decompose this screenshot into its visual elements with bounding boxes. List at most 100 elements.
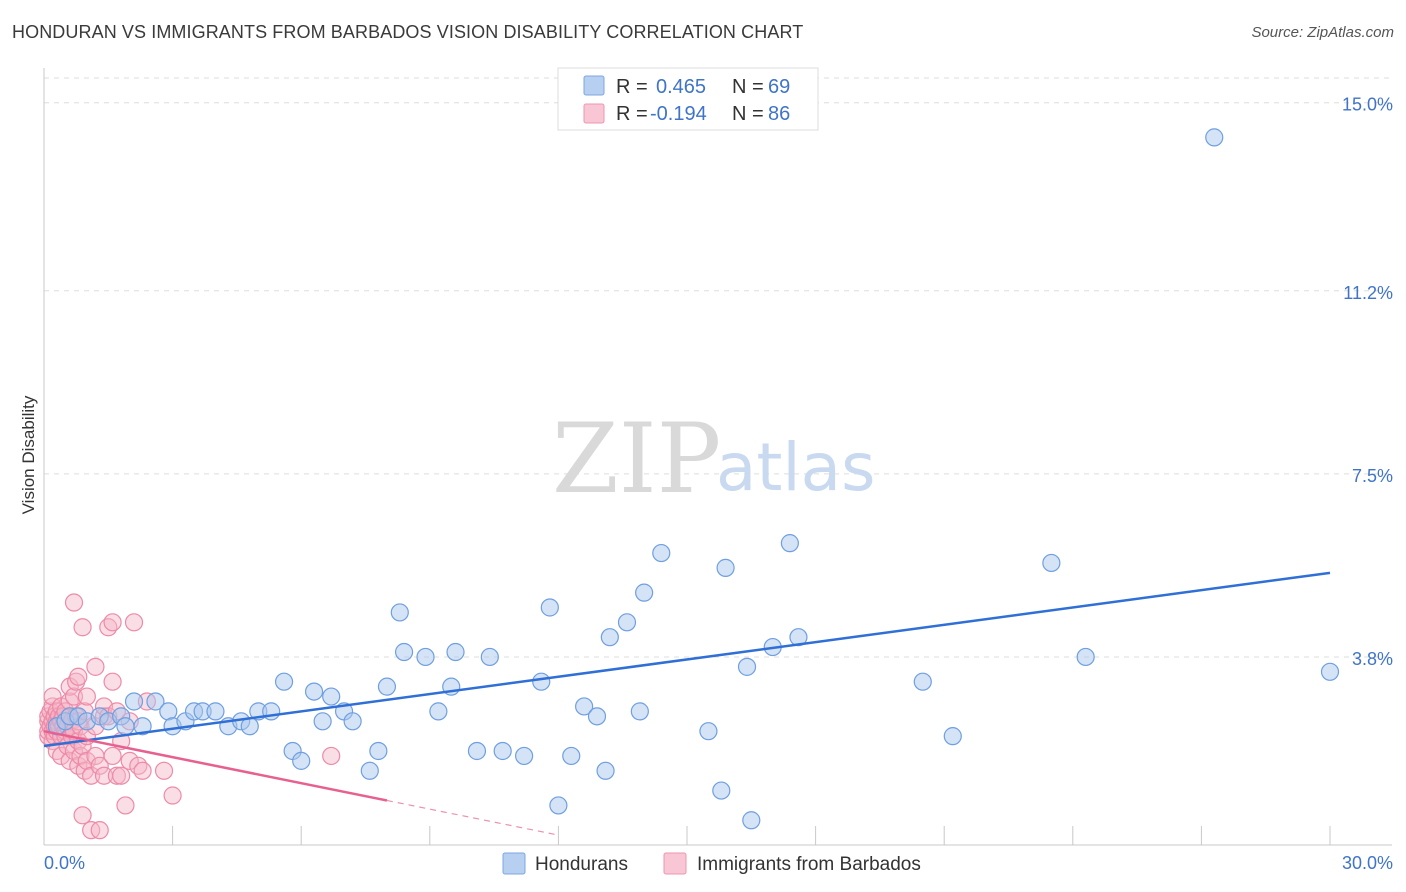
- bottom-legend-swatch-hondurans: [502, 852, 526, 875]
- honduran-point: [1205, 128, 1224, 147]
- honduran-points: [47, 128, 1340, 830]
- honduran-point: [1320, 662, 1340, 681]
- honduran-point: [699, 722, 718, 741]
- honduran-point: [304, 682, 324, 701]
- bottom-legend-label-hondurans: Hondurans: [535, 854, 628, 875]
- y-tick-label: 15.0%: [1342, 95, 1393, 115]
- barbados-point: [124, 613, 144, 632]
- honduran-point: [377, 677, 397, 696]
- y-axis-label: Vision Disability: [19, 395, 38, 514]
- barbados-trend-extension: [386, 799, 559, 836]
- honduran-point: [515, 746, 534, 766]
- barbados-point: [154, 761, 174, 780]
- honduran-point: [742, 811, 761, 830]
- watermark-zip: ZIP: [552, 403, 721, 515]
- legend-n-value-1: 69: [768, 76, 790, 98]
- honduran-point: [390, 603, 409, 622]
- barbados-point: [73, 618, 92, 637]
- barbados-point: [322, 746, 341, 766]
- watermark-atlas: atlas: [716, 429, 876, 506]
- honduran-point: [716, 558, 735, 577]
- honduran-point: [1042, 553, 1061, 573]
- honduran-point: [635, 583, 654, 602]
- barbados-trend-line: [43, 729, 388, 802]
- honduran-point: [600, 628, 619, 647]
- honduran-point: [1076, 647, 1095, 667]
- barbados-point: [112, 766, 131, 785]
- honduran-point: [313, 712, 332, 731]
- honduran-point: [630, 702, 649, 721]
- barbados-point: [77, 687, 96, 706]
- axes: [43, 68, 1392, 846]
- tick-labels: 3.8% 7.5% 11.2% 15.0% 0.0% 30.0%: [44, 95, 1393, 873]
- barbados-point: [69, 667, 88, 686]
- honduran-trend-line: [43, 571, 1331, 748]
- honduran-point: [549, 796, 568, 815]
- legend-n-label-1: N =: [732, 76, 764, 98]
- trend-lines: [43, 571, 1331, 836]
- honduran-point: [587, 707, 607, 726]
- honduran-point: [913, 672, 932, 691]
- honduran-point: [943, 727, 962, 746]
- bottom-legend-label-barbados: Immigrants from Barbados: [697, 854, 921, 875]
- honduran-point: [360, 761, 379, 780]
- honduran-point: [562, 746, 581, 766]
- bottom-legend: Hondurans Immigrants from Barbados: [502, 852, 921, 875]
- barbados-point: [107, 766, 126, 785]
- legend-n-label-2: N =: [732, 103, 764, 125]
- honduran-point: [480, 647, 499, 667]
- honduran-point: [652, 543, 671, 563]
- y-tick-label: 7.5%: [1352, 466, 1393, 486]
- x-tick-label: 0.0%: [44, 853, 85, 873]
- honduran-point: [540, 598, 559, 617]
- honduran-point: [532, 672, 551, 691]
- honduran-point: [369, 741, 388, 761]
- barbados-point: [103, 672, 122, 691]
- honduran-point: [596, 761, 615, 780]
- source-label: Source: ZipAtlas.com: [1251, 24, 1394, 41]
- honduran-point: [446, 642, 465, 662]
- bottom-legend-swatch-barbados: [663, 852, 687, 875]
- honduran-point: [274, 672, 294, 691]
- barbados-point: [103, 746, 122, 766]
- honduran-point: [343, 712, 362, 731]
- honduran-point: [322, 687, 341, 706]
- honduran-point: [617, 613, 637, 632]
- barbados-point: [103, 613, 122, 632]
- barbados-point: [64, 687, 84, 706]
- legend-r-label-2: R =: [616, 103, 648, 125]
- honduran-point: [712, 781, 731, 800]
- barbados-point: [73, 806, 92, 825]
- honduran-point: [780, 534, 799, 553]
- honduran-point: [116, 717, 135, 736]
- barbados-point: [86, 657, 105, 676]
- legend-swatch-barbados: [583, 103, 605, 124]
- barbados-point: [163, 786, 182, 805]
- barbados-point: [133, 761, 152, 780]
- barbados-point: [116, 796, 135, 815]
- honduran-point: [575, 697, 594, 716]
- x-tick-label: 30.0%: [1342, 853, 1393, 873]
- honduran-point: [493, 741, 512, 761]
- honduran-point: [292, 751, 311, 770]
- barbados-point: [120, 751, 139, 770]
- watermark: ZIP atlas: [552, 403, 876, 515]
- honduran-point: [467, 741, 487, 761]
- chart-title: HONDURAN VS IMMIGRANTS FROM BARBADOS VIS…: [12, 22, 804, 42]
- y-tick-label: 11.2%: [1343, 283, 1393, 303]
- honduran-point: [429, 702, 448, 721]
- barbados-point: [64, 593, 84, 612]
- y-tick-label: 3.8%: [1352, 649, 1393, 669]
- honduran-point: [394, 642, 414, 662]
- legend: R = 0.465 N = 69 R = -0.194 N = 86: [557, 67, 819, 131]
- barbados-point: [90, 821, 109, 840]
- legend-swatch-hondurans: [583, 75, 605, 96]
- legend-r-value-1: 0.465: [656, 76, 706, 98]
- legend-r-value-2: -0.194: [650, 103, 707, 125]
- honduran-point: [416, 647, 435, 667]
- honduran-point: [206, 702, 225, 721]
- barbados-point: [90, 756, 109, 775]
- honduran-point: [146, 692, 165, 711]
- legend-r-label-1: R =: [616, 76, 648, 98]
